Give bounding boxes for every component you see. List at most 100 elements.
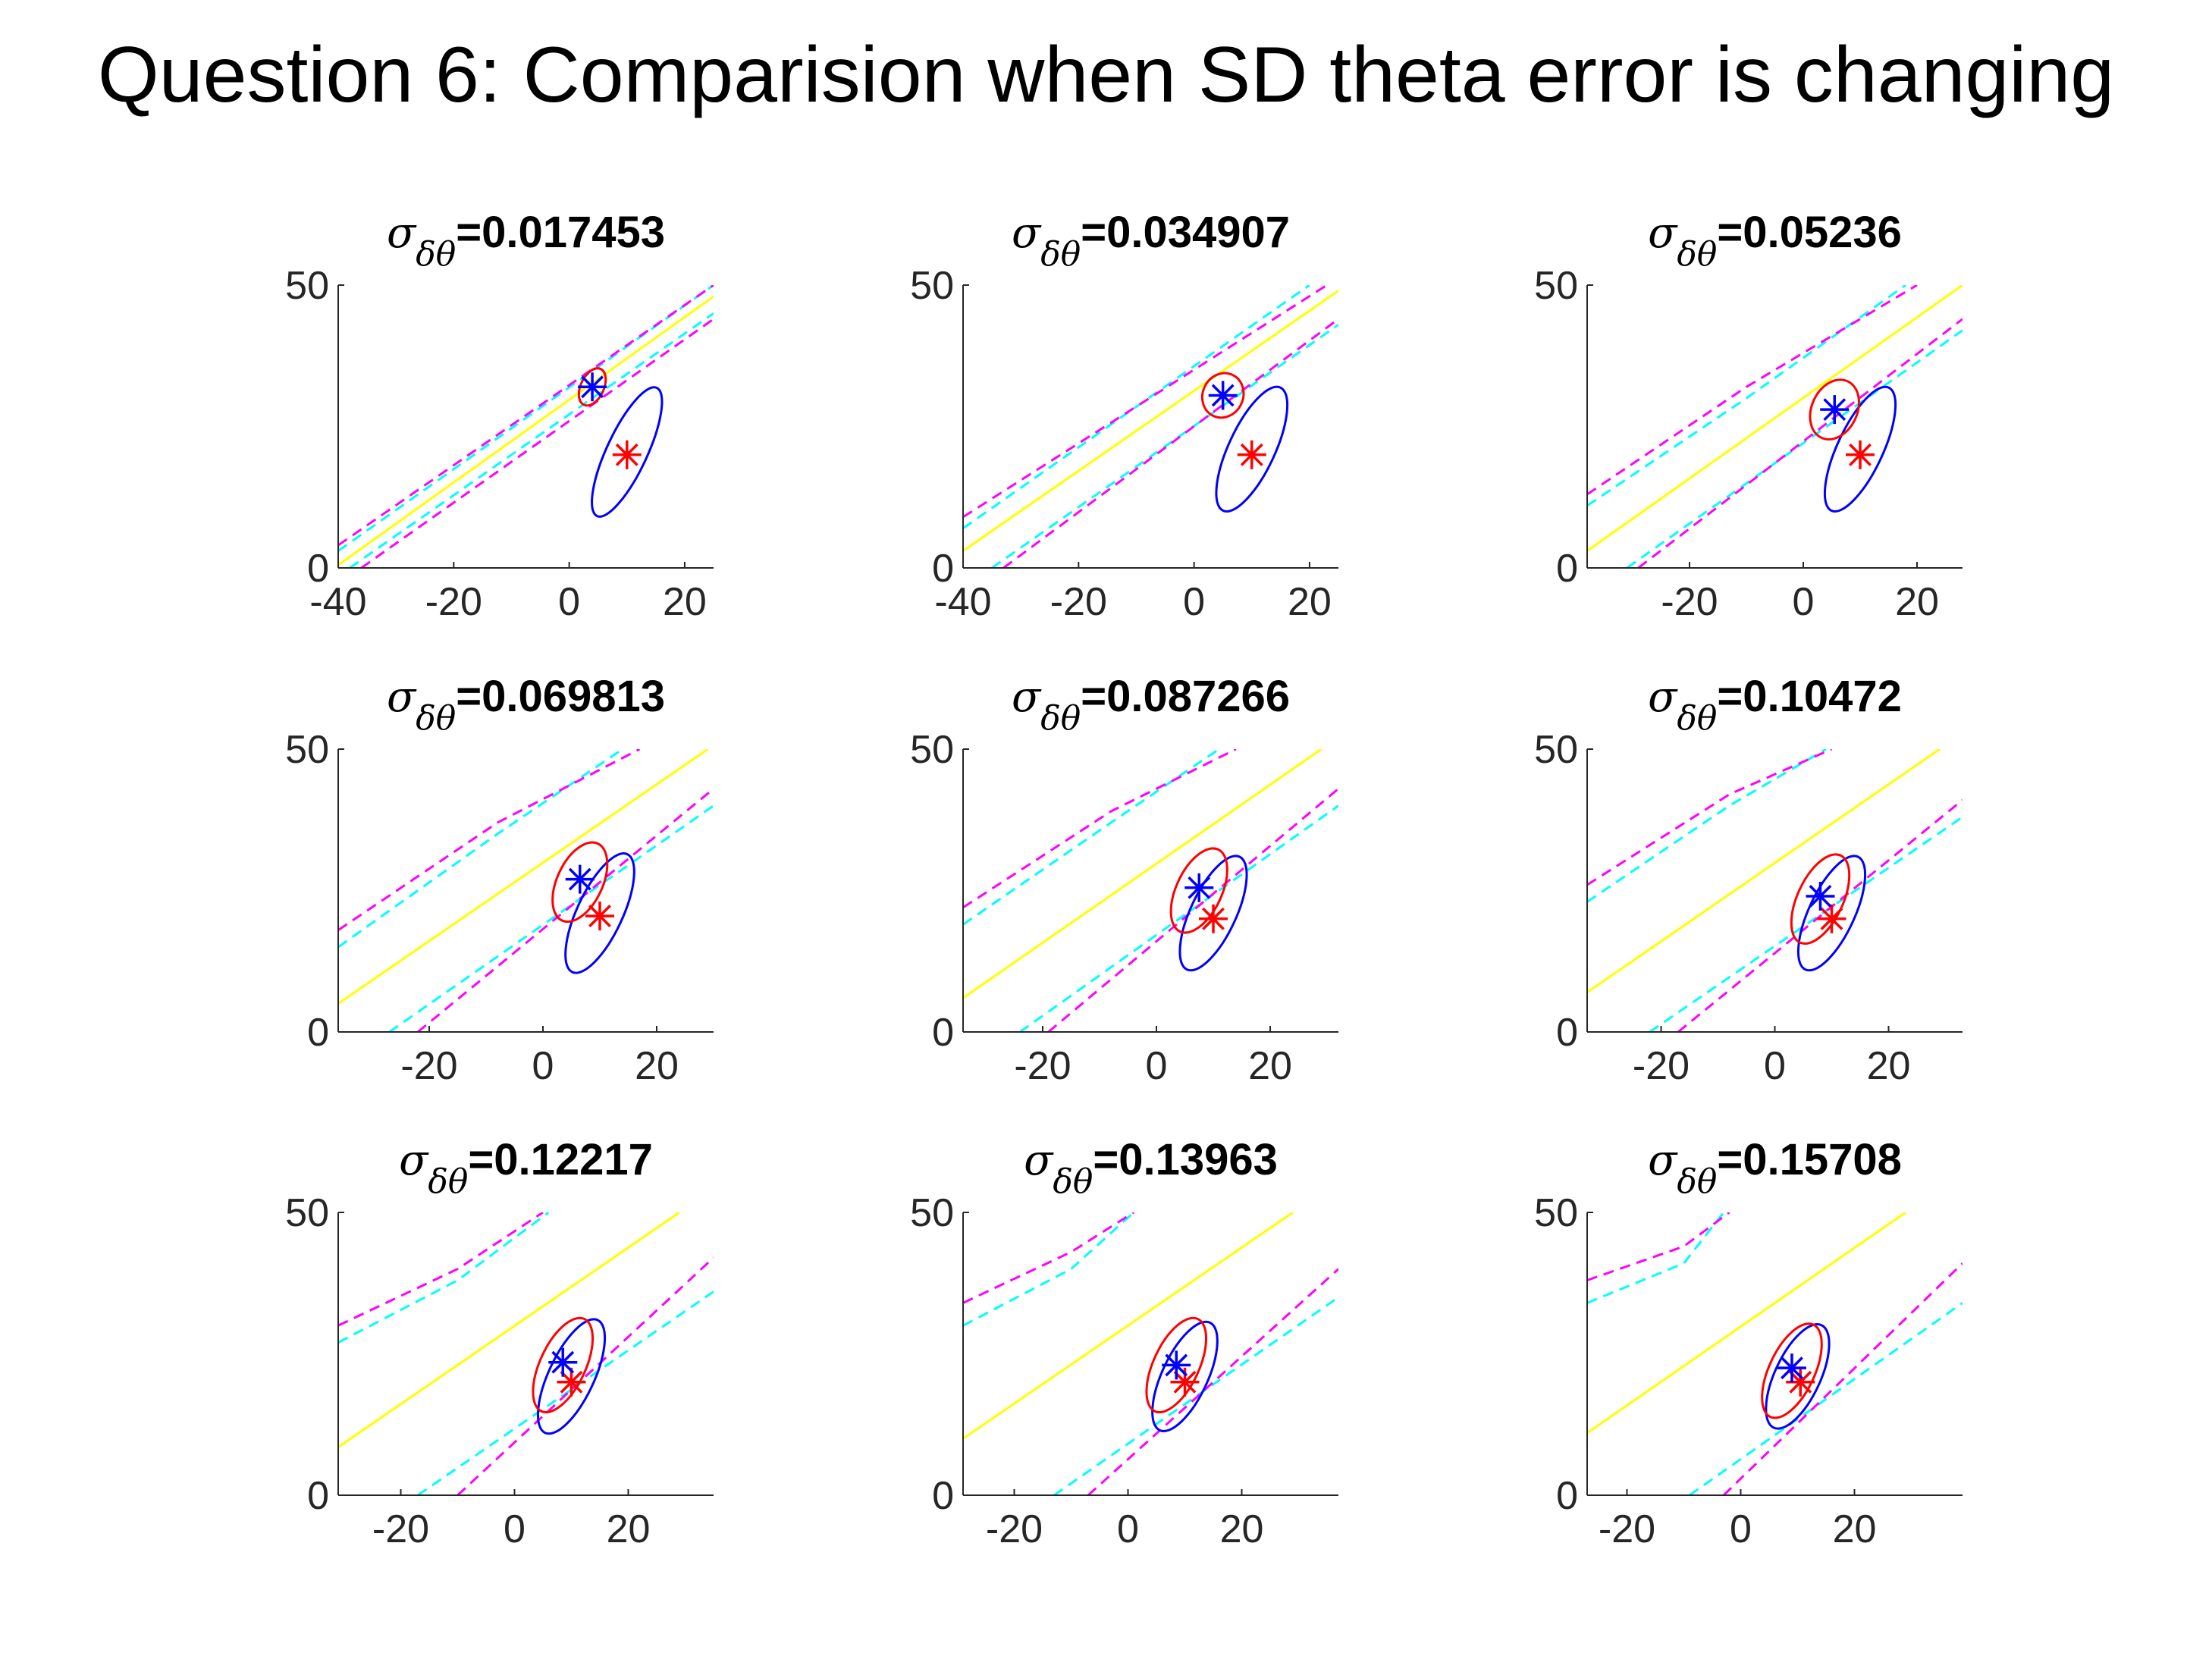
blue-star-marker: [1806, 881, 1835, 911]
blue-ellipse: [1765, 1323, 1831, 1430]
plot-area: [1587, 749, 1963, 1032]
magenta-bound-1: [963, 285, 1328, 519]
blue-star-marker: [1184, 873, 1214, 902]
x-tick-label: 20: [635, 1044, 679, 1088]
subplot-title: σδθ=0.087266: [1012, 672, 1290, 738]
cyan-bound-1: [963, 285, 1310, 530]
title-sigma: σ: [1648, 209, 1678, 258]
plot-area: [338, 285, 714, 568]
cyan-bound-2: [1649, 816, 1963, 1032]
subplot-9: -20 0 20 0 50 σδθ=0.15708: [1534, 1135, 1963, 1551]
title-value: =0.15708: [1717, 1135, 1902, 1184]
cyan-bound-1: [1587, 749, 1827, 903]
subplot-2: -40 -20 0 20 0 50 σδθ=0.034907: [910, 208, 1338, 624]
magenta-bound-2: [1677, 798, 1963, 1032]
red-ellipse: [1145, 1316, 1208, 1414]
title-subscript: δθ: [416, 235, 456, 274]
blue-star-marker: [1208, 381, 1238, 410]
red-ellipse: [551, 841, 609, 924]
title-sigma: σ: [1024, 1136, 1054, 1185]
x-tick-label: -40: [309, 580, 366, 624]
x-tick-label: 0: [1183, 580, 1205, 624]
x-tick-label: -20: [372, 1507, 429, 1551]
plot-area: [1587, 285, 1963, 568]
x-tick-label: 20: [1833, 1507, 1877, 1551]
red-star-marker: [1846, 440, 1875, 469]
center-line: [338, 295, 714, 566]
subplot-1: -40 -20 0 20 0 50 σδθ=0.017453: [285, 208, 714, 624]
x-tick-label: -20: [1599, 1507, 1655, 1551]
magenta-bound-2: [1087, 1268, 1338, 1495]
magenta-bound-2: [457, 1256, 714, 1495]
y-tick-label: 0: [932, 547, 954, 591]
x-tick-label: -20: [1633, 1044, 1690, 1088]
blue-star-marker: [1777, 1353, 1806, 1383]
subplot-title: σδθ=0.034907: [1012, 208, 1290, 274]
blue-star-marker: [565, 864, 595, 894]
x-tick-label: -20: [425, 580, 482, 624]
center-line: [963, 749, 1322, 999]
magenta-bound-2: [360, 318, 714, 568]
plot-area: [338, 749, 714, 1032]
x-tick-label: 20: [1288, 580, 1332, 624]
blue-ellipse: [1823, 385, 1897, 513]
title-subscript: δθ: [1040, 699, 1081, 738]
cyan-bound-2: [349, 312, 714, 568]
x-tick-label: 0: [1764, 1044, 1786, 1088]
x-tick-label: 0: [532, 1044, 554, 1088]
cyan-bound-1: [338, 1212, 550, 1344]
x-tick-label: 0: [504, 1507, 526, 1551]
x-tick-label: 0: [558, 580, 580, 624]
subplot-4: -20 0 20 0 50 σδθ=0.069813: [285, 672, 714, 1088]
title-value: =0.10472: [1717, 672, 1902, 721]
subplot-8: -20 0 20 0 50 σδθ=0.13963: [910, 1135, 1338, 1551]
y-tick-label: 50: [910, 728, 954, 772]
title-subscript: δθ: [428, 1162, 468, 1201]
plot-area: [963, 749, 1338, 1032]
y-tick-label: 0: [1556, 1474, 1578, 1518]
center-line: [338, 1212, 680, 1448]
y-tick-label: 50: [910, 264, 954, 308]
title-sigma: σ: [1648, 1136, 1678, 1185]
title-value: =0.12217: [468, 1135, 653, 1184]
subplot-title: σδθ=0.017453: [387, 208, 665, 274]
subplot-3: -20 0 20 0 50 σδθ=0.05236: [1534, 208, 1963, 624]
magenta-bound-1: [963, 1212, 1134, 1304]
x-tick-label: -20: [1661, 580, 1718, 624]
red-star-marker: [1817, 904, 1846, 933]
red-ellipse: [532, 1316, 595, 1414]
magenta-bound-1: [338, 749, 641, 931]
plot-area: [338, 1212, 714, 1495]
x-tick-label: -20: [1050, 580, 1107, 624]
blue-star-marker: [578, 372, 607, 402]
y-tick-label: 0: [932, 1474, 954, 1518]
subplot-5: -20 0 20 0 50 σδθ=0.087266: [910, 672, 1338, 1088]
blue-ellipse: [536, 1318, 607, 1435]
x-tick-label: 0: [1730, 1507, 1752, 1551]
title-sigma: σ: [399, 1136, 429, 1185]
blue-star-marker: [1820, 395, 1850, 425]
red-ellipse: [1761, 1322, 1823, 1419]
y-tick-label: 0: [1556, 547, 1578, 591]
title-value: =0.087266: [1081, 672, 1290, 721]
x-tick-label: -20: [400, 1044, 457, 1088]
y-tick-label: 0: [1556, 1011, 1578, 1055]
center-line: [338, 749, 709, 1005]
magenta-bound-2: [1722, 1262, 1963, 1495]
x-tick-label: 0: [1793, 580, 1815, 624]
figure-title: Question 6: Comparision when SD theta er…: [97, 31, 2115, 119]
magenta-bound-2: [417, 788, 714, 1032]
center-line: [963, 290, 1338, 552]
subplot-7: -20 0 20 0 50 σδθ=0.12217: [285, 1135, 714, 1551]
red-ellipse: [577, 367, 607, 407]
red-star-marker: [1199, 904, 1228, 933]
x-tick-label: 0: [1117, 1507, 1139, 1551]
plot-area: [963, 1212, 1338, 1495]
y-tick-label: 0: [932, 1011, 954, 1055]
blue-star-marker: [548, 1347, 578, 1377]
subplot-title: σδθ=0.12217: [399, 1135, 653, 1201]
y-tick-label: 50: [1534, 1191, 1578, 1235]
plot-area: [1587, 1212, 1963, 1495]
center-line: [963, 1212, 1294, 1440]
